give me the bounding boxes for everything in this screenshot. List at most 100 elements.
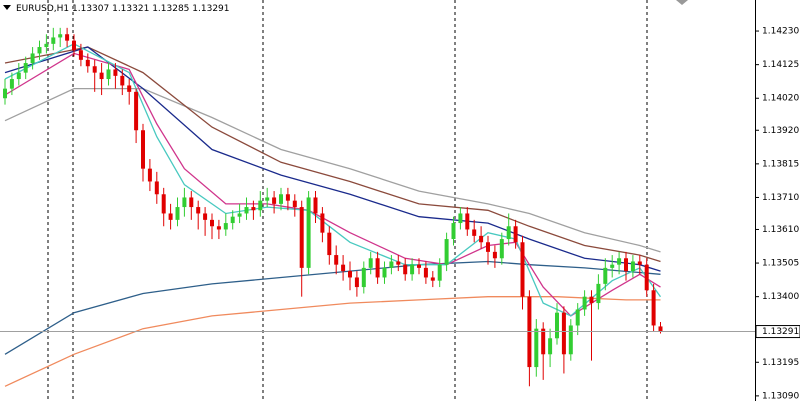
candle-body	[423, 267, 428, 278]
candle-body	[513, 226, 518, 243]
candle-body	[624, 258, 628, 272]
candle-body	[354, 277, 359, 288]
candle-body	[589, 296, 594, 304]
candle-body	[147, 168, 152, 182]
candle-body	[582, 296, 587, 310]
candle-body	[161, 194, 166, 214]
candle-body	[472, 229, 477, 236]
candle-body	[72, 40, 76, 51]
y-tick-label: 1.13090	[762, 391, 799, 401]
candle-body	[279, 194, 283, 204]
candle-body	[134, 91, 139, 131]
candle-body	[630, 261, 635, 272]
candle-body	[375, 258, 380, 278]
candle-body	[175, 207, 180, 220]
y-tick-label: 1.14125	[762, 60, 799, 70]
candle-body	[78, 50, 83, 60]
candle-body	[51, 37, 56, 44]
candle-body	[492, 251, 497, 259]
candle-body	[251, 207, 256, 211]
header-high: 1.13321	[112, 4, 149, 14]
candle-body	[465, 213, 470, 230]
candle-body	[244, 207, 249, 214]
candle-body	[210, 219, 214, 227]
candle-body	[3, 88, 7, 99]
candle-body	[603, 267, 608, 284]
candle-body	[182, 197, 187, 208]
candle-body	[37, 47, 42, 54]
candle-body	[189, 197, 194, 208]
candle-body	[265, 197, 270, 201]
candle-body	[534, 328, 539, 368]
candle-body	[154, 181, 159, 195]
candle-body	[306, 197, 311, 268]
candle-body	[444, 239, 449, 265]
y-tick-label: 1.13195	[762, 358, 799, 368]
candle-body	[341, 264, 346, 272]
candle-body	[99, 72, 104, 80]
candle-body	[30, 53, 35, 64]
candle-body	[561, 312, 566, 355]
candle-body	[437, 264, 442, 281]
candle-body	[216, 226, 221, 230]
y-tick-label: 1.13815	[762, 159, 799, 169]
candle-body	[617, 258, 622, 265]
candle-body	[499, 239, 504, 259]
candle-body	[141, 130, 145, 169]
y-tick-label: 1.13710	[762, 193, 799, 203]
candle-body	[382, 267, 387, 278]
candle-body	[348, 271, 352, 278]
candle-body	[313, 197, 318, 214]
candle-body	[196, 207, 201, 214]
candle-body	[506, 226, 511, 240]
candle-body	[396, 261, 401, 265]
header-open: 1.13307	[72, 4, 109, 14]
y-tick-label: 1.13920	[762, 126, 799, 136]
candle-body	[479, 235, 484, 243]
candle-body	[430, 277, 435, 281]
chart-header: EURUSD,H1 1.13307 1.13321 1.13285 1.1329…	[16, 4, 230, 14]
candle-body	[520, 242, 525, 297]
candle-body	[9, 79, 14, 89]
candle-body	[644, 264, 649, 291]
candle-body	[65, 34, 70, 41]
candle-body	[368, 258, 373, 268]
candle-body	[410, 264, 415, 275]
candle-body	[23, 63, 28, 73]
candle-body	[327, 232, 332, 256]
candle-body	[320, 213, 325, 233]
candle-body	[299, 207, 304, 268]
candle-body	[44, 43, 49, 48]
candle-body	[334, 255, 339, 265]
candle-body	[292, 200, 297, 208]
candle-body	[223, 223, 228, 230]
y-tick-label: 1.14020	[762, 94, 799, 104]
candle-body	[58, 34, 63, 38]
candle-body	[168, 213, 173, 220]
candle-body	[230, 216, 235, 224]
candle-body	[486, 242, 490, 252]
moving-average-line	[4, 87, 661, 253]
candle-body	[389, 261, 394, 268]
candle-body	[610, 264, 615, 268]
candle-body	[106, 69, 111, 80]
candle-body	[658, 326, 663, 332]
candle-body	[85, 59, 90, 67]
candle-body	[403, 264, 408, 275]
candle-body	[541, 328, 546, 355]
candle-body	[203, 213, 208, 220]
candle-body	[272, 197, 277, 204]
candle-body	[113, 69, 118, 76]
y-tick-label: 1.13400	[762, 292, 799, 302]
dropdown-arrow[interactable]	[3, 5, 11, 10]
candle-body	[16, 72, 21, 80]
current-price-box	[755, 325, 800, 339]
candle-body	[637, 261, 642, 265]
candle-body	[285, 194, 290, 201]
candle-body	[458, 213, 463, 224]
y-tick-label: 1.13505	[762, 259, 799, 269]
candle-body	[451, 223, 456, 240]
header-close: 1.13291	[192, 4, 229, 14]
